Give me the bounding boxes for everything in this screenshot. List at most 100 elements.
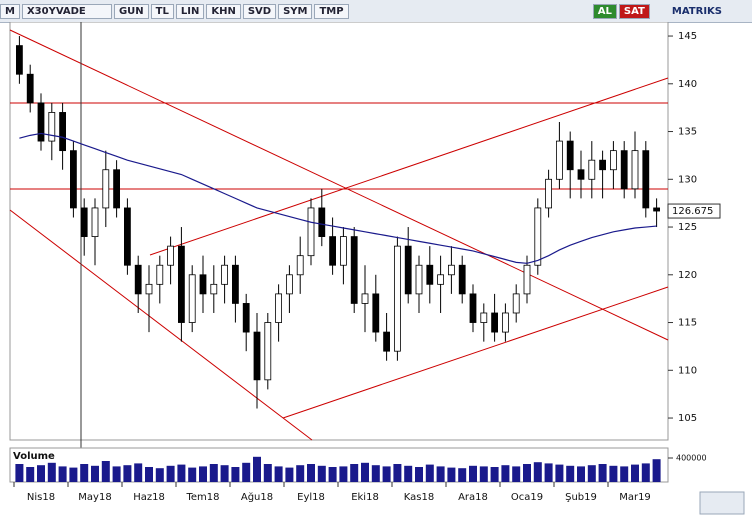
volume-bar (274, 466, 283, 482)
candle-body (177, 245, 185, 323)
volume-bar (263, 464, 272, 482)
buy-button[interactable]: AL (592, 3, 617, 19)
last-value-label: 126.675 (672, 206, 713, 217)
volume-bar (328, 467, 337, 482)
y-tick-label: 125 (678, 222, 697, 233)
candle-body (318, 207, 326, 237)
candle-body (15, 45, 23, 75)
volume-bar (188, 467, 197, 482)
volume-bar (371, 465, 380, 482)
volume-bar (490, 467, 499, 482)
volume-bar (512, 466, 521, 482)
candle-body (501, 312, 509, 333)
refresh-button[interactable] (699, 491, 745, 515)
toolbar-button[interactable]: GUN (113, 3, 149, 19)
volume-bar (242, 462, 251, 482)
x-tick-label: Oca19 (511, 492, 543, 503)
candle-body (599, 159, 606, 171)
x-tick-label: Şub19 (565, 492, 597, 503)
volume-bar (652, 459, 661, 482)
volume-bar (101, 461, 110, 482)
volume-bar (26, 467, 35, 482)
toolbar: M X30YVADE GUN TL LIN KHN SVD SYM TMP AL SAT M… (0, 0, 752, 23)
volume-bar (609, 465, 618, 482)
toolbar-button[interactable]: KHN (206, 3, 241, 19)
candle-body (124, 207, 131, 266)
sell-button[interactable]: SAT (618, 3, 650, 19)
candle-body (393, 245, 401, 352)
candle-body (447, 264, 455, 276)
candle-body (210, 283, 218, 295)
candle-body (469, 293, 477, 323)
candle-body (556, 140, 563, 180)
candle-body (221, 264, 229, 285)
candle-body (620, 150, 628, 190)
candle-body (264, 322, 272, 381)
volume-bar (393, 464, 402, 482)
volume-bar (37, 465, 45, 482)
volume-bar (145, 467, 153, 482)
x-tick-label: Nis18 (27, 492, 55, 503)
candle-body (188, 274, 196, 323)
candle-body (59, 112, 66, 152)
volume-bar (501, 465, 510, 482)
volume-bar (361, 462, 369, 482)
candle-body (512, 293, 520, 314)
candle-body (415, 264, 423, 295)
candle-body (329, 236, 337, 266)
toolbar-button[interactable]: TMP (314, 3, 349, 19)
volume-bar (209, 464, 218, 482)
candle-body (199, 274, 207, 295)
candle-body (458, 264, 466, 295)
candle-body (480, 312, 488, 323)
volume-bar (577, 466, 585, 482)
candle-body (275, 293, 283, 323)
volume-bar (404, 465, 413, 482)
candle-body (426, 264, 434, 285)
volume-bar (199, 466, 207, 482)
volume-bar (134, 463, 143, 482)
toolbar-button[interactable]: LIN (175, 3, 205, 19)
candle-body (350, 236, 358, 304)
y-tick-label: 110 (678, 365, 697, 376)
volume-bar (296, 465, 305, 482)
trend-line (9, 29, 669, 341)
last-value-box (667, 203, 721, 219)
y-tick-label: 105 (678, 413, 697, 424)
volume-bar (15, 464, 24, 482)
volume-bar (631, 464, 639, 482)
candle-body (566, 140, 574, 171)
volume-bar (91, 465, 99, 482)
candle-body (491, 312, 499, 333)
candle-body (437, 274, 445, 285)
volume-bar (469, 465, 477, 482)
volume-tick-label: 400000 (676, 454, 707, 463)
volume-bar (350, 464, 359, 482)
candle-body (296, 255, 304, 276)
toolbar-button[interactable]: SYM (278, 3, 313, 19)
trend-line (149, 77, 669, 256)
x-tick-label: Ara18 (458, 492, 488, 503)
toolbar-button[interactable]: SVD (242, 3, 277, 19)
candle-body (167, 245, 175, 266)
volume-bar (166, 465, 175, 482)
volume-bar (123, 465, 132, 482)
candle-body (134, 264, 142, 295)
symbol-box[interactable]: X30YVADE (21, 3, 112, 19)
brand: MATRIKS (671, 5, 722, 17)
x-tick-label: Tem18 (185, 492, 219, 503)
candle-body (545, 178, 552, 209)
candle-body (253, 331, 261, 381)
x-tick-label: Eyl18 (297, 492, 325, 503)
volume-bar (620, 466, 629, 482)
toolbar-button[interactable]: TL (150, 3, 174, 19)
menu-button[interactable]: M (0, 3, 20, 19)
candle-body (383, 331, 391, 352)
volume-bar (253, 456, 261, 482)
volume-bar (382, 466, 391, 482)
candle-body (534, 207, 542, 266)
candle-body (361, 293, 369, 304)
volume-bar (436, 466, 445, 482)
y-tick-label: 145 (678, 31, 697, 42)
volume-bar (47, 462, 56, 482)
